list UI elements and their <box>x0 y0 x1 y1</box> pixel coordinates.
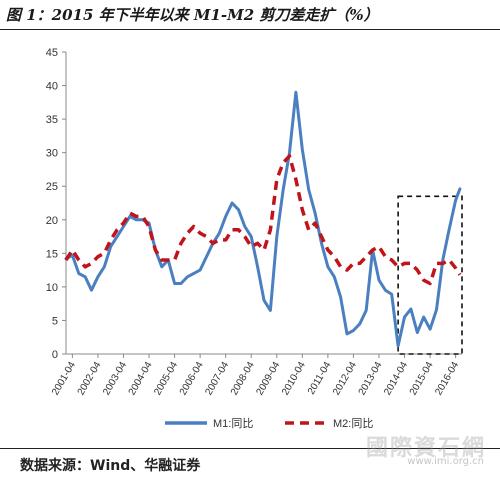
series-line-m2 <box>64 154 462 286</box>
y-tick-label: 15 <box>46 248 58 260</box>
y-tick-label: 0 <box>52 349 58 361</box>
legend-item-m1-label: M1:同比 <box>213 417 253 430</box>
x-tick-label: 2014-04 <box>382 360 410 398</box>
highlight-box-layer <box>397 195 463 355</box>
y-tick-label: 20 <box>46 215 58 227</box>
x-tick-label: 2016-04 <box>433 360 461 398</box>
x-tick-label: 2006-04 <box>178 360 206 398</box>
watermark-url: www.imi.org.cn <box>407 456 484 467</box>
chart-legend: M1:同比 M2:同比 <box>165 417 373 430</box>
x-tick-label: 2013-04 <box>357 360 385 398</box>
x-tick-label: 2007-04 <box>203 360 231 398</box>
x-tick-label: 2010-04 <box>280 360 308 398</box>
top-rule <box>0 29 500 30</box>
y-tick-label: 35 <box>46 114 58 126</box>
line-chart: 0510152025303540452001-042002-042003-042… <box>46 47 463 430</box>
y-tick-label: 25 <box>46 181 58 193</box>
x-tick-label: 2011-04 <box>306 360 334 397</box>
y-tick-label: 40 <box>46 81 58 93</box>
x-tick-label: 2012-04 <box>331 360 359 398</box>
x-tick-label: 2003-04 <box>101 360 129 398</box>
series-layer <box>64 90 462 348</box>
y-tick-label: 5 <box>52 315 58 327</box>
x-tick-label: 2009-04 <box>254 360 282 398</box>
highlight-box <box>397 195 463 355</box>
series-line-m1 <box>64 90 462 348</box>
x-tick-label: 2002-04 <box>76 360 104 398</box>
legend-item-m2-label: M2:同比 <box>333 417 373 430</box>
y-tick-label: 10 <box>46 282 58 294</box>
bottom-rule <box>0 448 500 449</box>
x-tick-label: 2005-04 <box>152 360 180 398</box>
x-tick-label: 2004-04 <box>127 360 155 398</box>
y-tick-label: 30 <box>46 148 58 160</box>
x-tick-label: 2001-04 <box>50 360 78 398</box>
x-tick-label: 2008-04 <box>229 360 257 398</box>
source-note: 数据来源：Wind、华融证券 <box>20 458 201 474</box>
watermark-logo: 國際資石網 <box>365 435 486 461</box>
figure-title: 图 1：2015 年下半年以来 M1-M2 剪刀差走扩（%） <box>6 6 379 24</box>
y-tick-label: 45 <box>46 47 58 59</box>
x-tick-label: 2015-04 <box>408 360 436 398</box>
